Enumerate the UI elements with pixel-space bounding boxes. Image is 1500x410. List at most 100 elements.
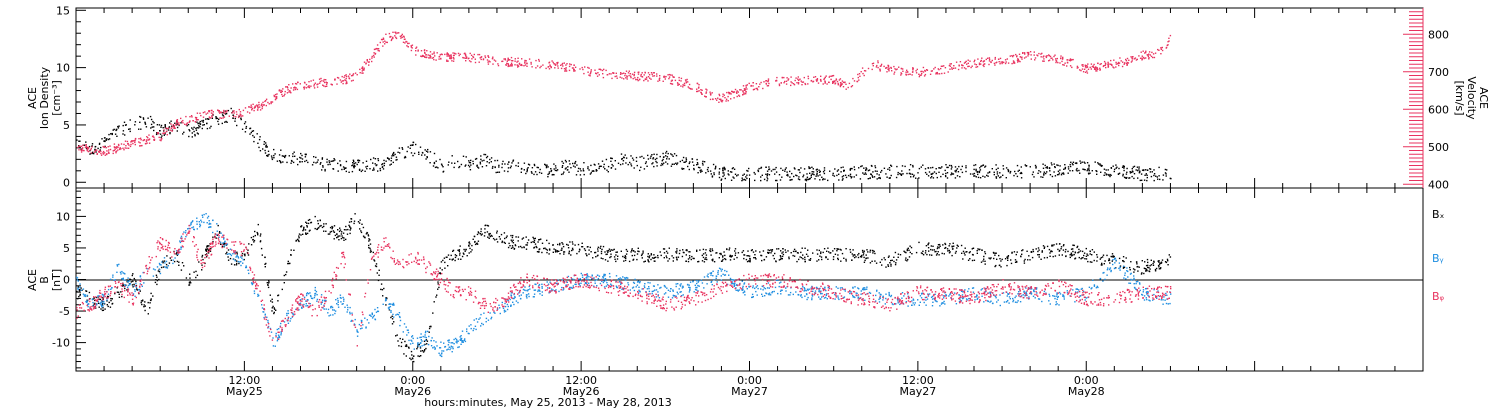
data-point [874, 165, 876, 167]
data-point [903, 250, 905, 252]
data-point [538, 248, 540, 251]
data-point [1104, 172, 1106, 174]
data-point [780, 257, 782, 260]
data-point [1161, 46, 1163, 49]
data-point [361, 169, 364, 171]
data-point [1023, 52, 1026, 54]
data-point [603, 68, 605, 71]
data-point [931, 175, 933, 178]
data-point [190, 115, 193, 117]
data-point [363, 69, 365, 71]
data-point [761, 295, 764, 297]
data-point [531, 172, 533, 174]
data-point [520, 63, 523, 66]
data-point [1117, 61, 1120, 64]
data-point [299, 156, 301, 159]
data-point [464, 57, 467, 59]
data-point [103, 146, 106, 148]
data-point [1100, 164, 1103, 167]
data-point [491, 235, 493, 237]
data-point [1076, 167, 1078, 170]
data-point [517, 66, 519, 68]
data-point [97, 151, 100, 153]
data-point [1019, 172, 1022, 175]
data-point [1069, 170, 1071, 172]
data-point [525, 236, 527, 238]
data-point [299, 160, 301, 163]
data-point [164, 124, 166, 126]
data-point [821, 176, 823, 178]
data-point [349, 229, 351, 231]
data-point [480, 234, 483, 236]
data-point [271, 101, 274, 103]
data-point [668, 76, 671, 78]
data-point [377, 279, 380, 282]
data-point [205, 118, 207, 120]
data-point [637, 73, 640, 75]
data-point [409, 147, 411, 149]
data-point [778, 259, 781, 261]
data-point [965, 251, 967, 253]
data-point [904, 259, 907, 261]
data-point [111, 133, 113, 135]
data-point [536, 166, 538, 169]
data-point [937, 73, 939, 75]
data-point [751, 296, 753, 299]
data-point [1132, 268, 1135, 270]
data-point [597, 72, 599, 74]
data-point [103, 300, 105, 303]
data-point [218, 236, 220, 239]
data-point [864, 172, 867, 174]
data-point [636, 164, 638, 167]
data-point [1131, 57, 1133, 59]
data-point [421, 54, 424, 57]
data-point [733, 91, 735, 93]
data-point [507, 59, 509, 61]
data-point [977, 176, 980, 179]
data-point [1141, 179, 1143, 181]
data-point [264, 256, 266, 259]
data-point [450, 55, 452, 58]
data-point [725, 100, 727, 102]
data-point [106, 295, 109, 298]
data-point [240, 118, 242, 121]
data-point [1089, 66, 1091, 69]
data-point [236, 113, 238, 116]
data-point [326, 85, 328, 87]
data-point [693, 167, 695, 170]
data-point [218, 111, 220, 113]
data-point [440, 261, 443, 263]
data-point [837, 169, 840, 171]
data-point [649, 77, 651, 79]
data-point [941, 166, 943, 168]
data-point [201, 269, 203, 271]
data-point [1072, 250, 1074, 253]
data-point [256, 231, 258, 234]
data-point [174, 127, 176, 129]
data-point [367, 234, 369, 236]
data-point [569, 163, 571, 165]
data-point [108, 133, 110, 136]
data-point [237, 256, 239, 258]
data-point [1067, 172, 1069, 174]
data-point [594, 251, 596, 254]
data-point [904, 251, 906, 253]
data-point [530, 241, 532, 244]
data-point [1108, 259, 1110, 262]
data-point [262, 101, 264, 104]
data-point [459, 245, 461, 247]
data-point [925, 250, 927, 252]
data-point [1169, 34, 1172, 37]
data-point [550, 170, 552, 173]
data-point [412, 154, 414, 157]
data-point [1118, 172, 1121, 174]
data-point [918, 73, 920, 75]
data-point [509, 245, 511, 247]
data-point [647, 76, 650, 78]
data-point [872, 62, 875, 64]
data-point [489, 158, 491, 161]
data-point [465, 57, 468, 59]
data-point [1167, 264, 1169, 266]
data-point [99, 149, 101, 151]
data-point [77, 286, 79, 288]
